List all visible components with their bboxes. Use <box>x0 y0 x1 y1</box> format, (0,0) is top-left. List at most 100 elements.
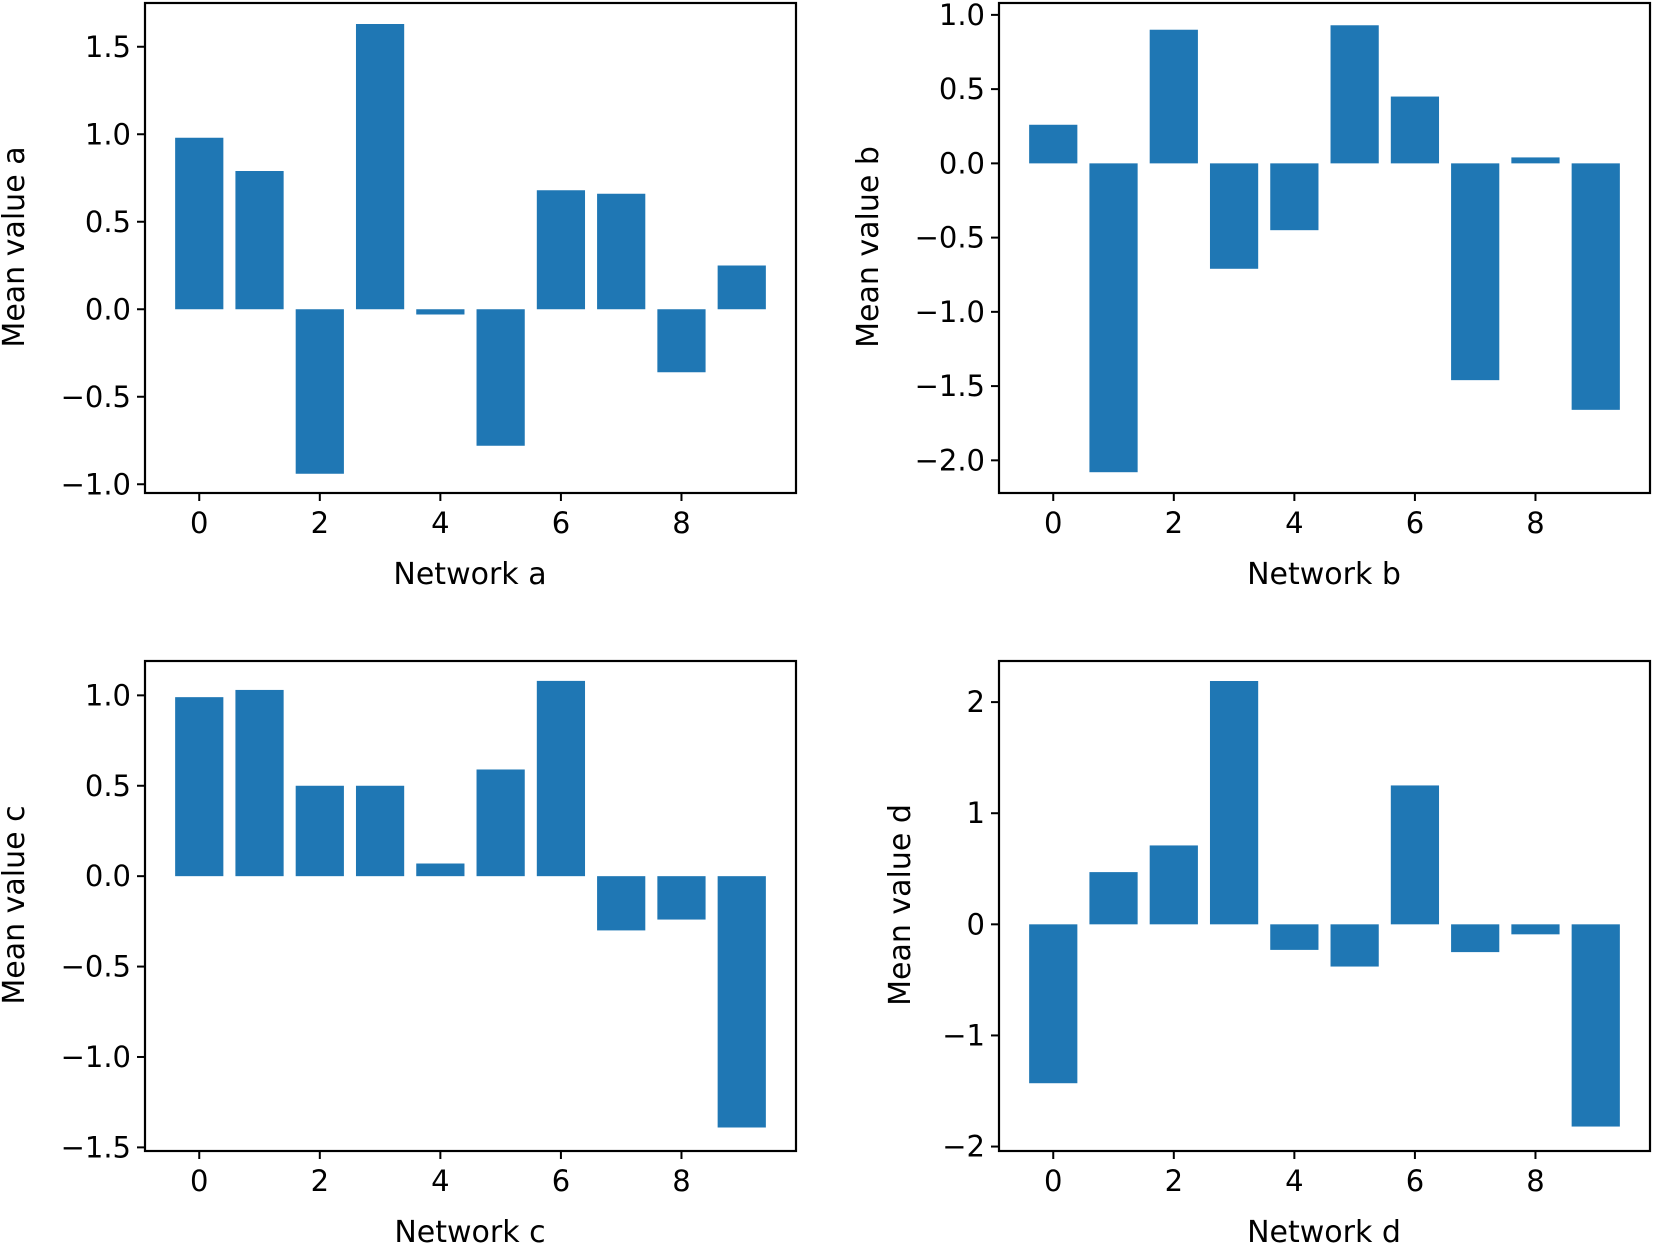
ytick-label-network-d-2: 0 <box>967 907 985 941</box>
ytick-label-network-b-4: 0.0 <box>939 146 985 180</box>
ytick-label-network-a-2: 0.0 <box>85 292 131 326</box>
bar-network-a-4 <box>416 309 465 315</box>
bar-network-b-3 <box>1209 163 1259 269</box>
xtick-label-network-c-8: 8 <box>672 1164 690 1198</box>
ylabel-network-d: Mean value d <box>883 804 918 1006</box>
subplot-network-a: Network a Mean value a 0 2 4 6 8 −1.0 −0.5 0.0 0… <box>0 1 798 592</box>
ytick-label-network-b-5: 0.5 <box>939 72 985 106</box>
ytick-label-network-c-0: −1.5 <box>61 1130 131 1164</box>
ytick-label-network-b-2: −1.0 <box>915 295 985 329</box>
bar-network-b-9 <box>1571 163 1620 410</box>
ytick-label-network-c-5: 1.0 <box>85 678 131 712</box>
xlabel-network-b: Network b <box>1247 557 1401 592</box>
ytick-label-network-a-4: 1.0 <box>85 117 131 151</box>
xtick-label-network-b-0: 0 <box>1044 506 1062 540</box>
bar-network-c-9 <box>717 876 766 1128</box>
ylabel-network-a: Mean value a <box>0 146 32 347</box>
bar-network-b-8 <box>1511 157 1560 164</box>
bar-network-c-5 <box>476 769 525 877</box>
bar-network-c-4 <box>416 863 465 877</box>
xtick-label-network-a-6: 6 <box>552 506 570 540</box>
ytick-label-network-c-4: 0.5 <box>85 769 131 803</box>
bar-network-a-8 <box>657 309 706 373</box>
ytick-label-network-a-0: −1.0 <box>61 467 131 501</box>
bar-network-d-4 <box>1270 924 1319 950</box>
ytick-label-network-d-3: 1 <box>967 796 985 830</box>
xtick-label-network-d-6: 6 <box>1406 1164 1424 1198</box>
bar-network-a-2 <box>295 309 344 474</box>
bar-network-a-9 <box>717 265 766 310</box>
bar-network-b-2 <box>1149 29 1198 164</box>
bar-network-d-2 <box>1149 845 1198 925</box>
xtick-label-network-a-2: 2 <box>311 506 329 540</box>
bar-network-b-6 <box>1390 96 1440 164</box>
ytick-label-network-c-3: 0.0 <box>85 859 131 893</box>
bar-network-c-3 <box>355 785 405 877</box>
bar-network-d-3 <box>1209 681 1259 925</box>
bar-network-c-0 <box>175 697 224 877</box>
xtick-label-network-b-2: 2 <box>1165 506 1183 540</box>
bar-network-c-7 <box>597 876 646 931</box>
ytick-label-network-b-1: −1.5 <box>915 369 985 403</box>
bar-network-d-9 <box>1571 924 1620 1127</box>
bar-network-a-7 <box>597 193 646 310</box>
xtick-label-network-c-6: 6 <box>552 1164 570 1198</box>
bar-network-a-1 <box>235 171 284 310</box>
xtick-label-network-c-4: 4 <box>431 1164 449 1198</box>
bar-network-a-6 <box>536 190 586 310</box>
ytick-label-network-b-3: −0.5 <box>915 221 985 255</box>
bar-network-b-1 <box>1089 163 1138 473</box>
bar-network-d-8 <box>1511 924 1560 935</box>
axes-frame-network-c <box>143 659 798 1153</box>
subplot-network-c: Network c Mean value c 0 2 4 6 8 −1.5 −1.0 −0.5… <box>0 659 798 1246</box>
xlabel-network-d: Network d <box>1247 1215 1401 1246</box>
bar-network-c-1 <box>235 689 284 877</box>
bar-network-d-6 <box>1390 785 1440 925</box>
ytick-label-network-d-0: −2 <box>942 1130 985 1164</box>
bar-network-b-0 <box>1029 124 1078 164</box>
xtick-label-network-d-0: 0 <box>1044 1164 1062 1198</box>
ytick-label-network-d-4: 2 <box>967 685 985 719</box>
ylabel-network-b: Mean value b <box>851 146 886 348</box>
xtick-label-network-a-0: 0 <box>190 506 208 540</box>
xtick-label-network-d-4: 4 <box>1285 1164 1303 1198</box>
bar-network-a-5 <box>476 309 525 446</box>
ylabel-network-c: Mean value c <box>0 805 32 1004</box>
ytick-label-network-c-2: −0.5 <box>61 950 131 984</box>
axes-frame-network-a <box>143 1 798 495</box>
xlabel-network-c: Network c <box>394 1215 545 1246</box>
ytick-label-network-c-1: −1.0 <box>61 1040 131 1074</box>
bar-network-a-3 <box>355 24 405 310</box>
xtick-label-network-d-2: 2 <box>1165 1164 1183 1198</box>
subplot-network-d: Network d Mean value d 0 2 4 6 8 −2 −1 0 1 2 <box>883 659 1652 1246</box>
bar-network-c-2 <box>295 785 344 877</box>
bar-network-d-0 <box>1029 924 1078 1084</box>
ytick-label-network-a-5: 1.5 <box>85 30 131 64</box>
xtick-label-network-b-8: 8 <box>1526 506 1544 540</box>
ytick-label-network-b-6: 1.0 <box>939 0 985 32</box>
ytick-label-network-b-0: −2.0 <box>915 443 985 477</box>
xlabel-network-a: Network a <box>393 557 546 592</box>
bar-network-c-6 <box>536 680 586 877</box>
bar-network-d-7 <box>1451 924 1500 953</box>
ytick-label-network-a-1: −0.5 <box>61 380 131 414</box>
axes-frame-network-d <box>997 659 1652 1153</box>
bar-network-c-8 <box>657 876 706 920</box>
bar-network-b-7 <box>1451 163 1500 381</box>
xtick-label-network-b-6: 6 <box>1406 506 1424 540</box>
xtick-label-network-d-8: 8 <box>1526 1164 1544 1198</box>
bar-network-b-4 <box>1270 163 1319 231</box>
subplot-network-b: Network b Mean value b 0 2 4 6 8 −2.0 −1.5 −1.0… <box>851 0 1652 592</box>
bar-network-b-5 <box>1330 25 1379 164</box>
axes-frame-network-b <box>997 1 1652 495</box>
ytick-label-network-d-1: −1 <box>942 1018 985 1052</box>
bar-network-a-0 <box>175 137 224 310</box>
bar-network-d-1 <box>1089 872 1138 925</box>
xtick-label-network-c-0: 0 <box>190 1164 208 1198</box>
ytick-label-network-a-3: 0.5 <box>85 205 131 239</box>
xtick-label-network-c-2: 2 <box>311 1164 329 1198</box>
xtick-label-network-a-8: 8 <box>672 506 690 540</box>
xtick-label-network-b-4: 4 <box>1285 506 1303 540</box>
bar-network-d-5 <box>1330 924 1379 967</box>
